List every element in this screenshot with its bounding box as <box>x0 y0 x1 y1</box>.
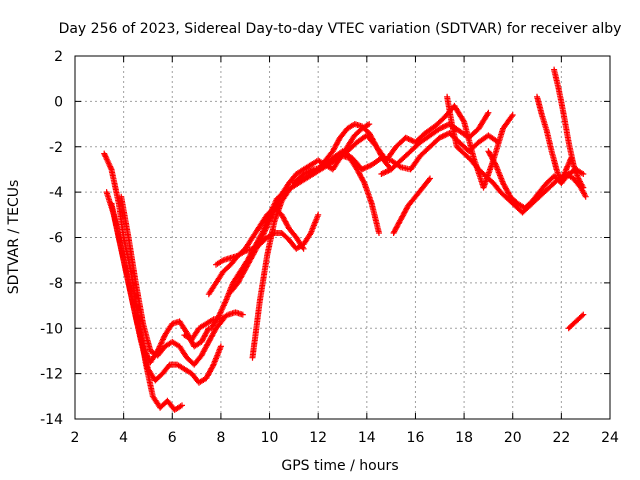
x-tick-label: 20 <box>504 430 522 446</box>
series-markers <box>390 175 433 236</box>
series-arc-14 <box>390 175 433 236</box>
chart-title: Day 256 of 2023, Sidereal Day-to-day VTE… <box>59 21 622 37</box>
y-axis-label: SDTVAR / TECUs <box>6 180 22 295</box>
series-markers <box>378 109 492 177</box>
y-tick-label: 2 <box>54 49 63 65</box>
series-markers <box>565 311 587 332</box>
y-tick-label: -14 <box>40 412 63 428</box>
series-markers <box>249 121 395 361</box>
y-tick-label: 0 <box>54 94 63 110</box>
x-tick-label: 4 <box>119 430 128 446</box>
series-arc-15 <box>444 93 589 216</box>
x-tick-label: 8 <box>216 430 225 446</box>
series-arc-18 <box>551 66 587 191</box>
series-markers <box>108 200 224 386</box>
series-markers <box>118 193 227 368</box>
series-arc-10 <box>227 121 373 295</box>
y-tick-label: -8 <box>49 276 63 292</box>
x-tick-label: 10 <box>261 430 279 446</box>
x-tick-label: 14 <box>358 430 376 446</box>
y-tick-label: -2 <box>49 140 63 156</box>
series-arc-13 <box>378 109 492 177</box>
y-tick-label: -6 <box>49 231 63 247</box>
x-tick-label: 22 <box>552 430 570 446</box>
y-tick-label: -10 <box>40 321 63 337</box>
series-arc-9 <box>249 121 395 361</box>
series-markers <box>551 66 587 191</box>
x-axis-label: GPS time / hours <box>281 458 398 474</box>
series-arc-17 <box>534 93 575 186</box>
series-markers <box>444 93 589 216</box>
series-arc-4 <box>118 193 227 368</box>
series-arc-3 <box>108 200 224 386</box>
x-tick-label: 24 <box>601 430 619 446</box>
x-tick-label: 6 <box>168 430 177 446</box>
x-tick-label: 16 <box>407 430 425 446</box>
x-tick-label: 2 <box>71 430 80 446</box>
series-arc-19 <box>565 311 587 332</box>
series-markers <box>534 93 575 186</box>
series-markers <box>227 121 373 295</box>
x-tick-label: 12 <box>309 430 327 446</box>
y-tick-label: -12 <box>40 367 63 383</box>
grid-lines <box>75 56 610 419</box>
x-tick-label: 18 <box>455 430 473 446</box>
y-tick-label: -4 <box>49 185 63 201</box>
data-series <box>101 66 589 413</box>
